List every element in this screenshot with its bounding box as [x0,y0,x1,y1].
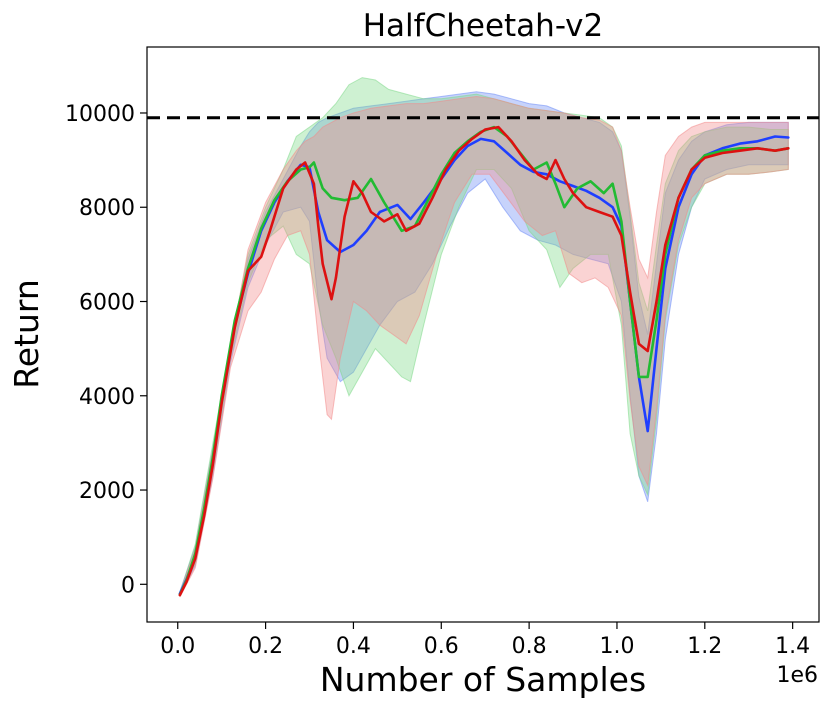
bands-layer [179,77,789,598]
plot-frame [146,46,820,623]
y-ticks: 0 2000 4000 6000 8000 10000 [65,102,147,598]
x-tick-label: 0.6 [424,634,459,659]
x-tick-label: 1.0 [599,634,634,659]
y-axis-label: Return [7,279,46,389]
y-tick-label: 4000 [79,385,135,410]
x-tick-label: 0.2 [248,634,283,659]
lines-layer [178,125,790,597]
y-tick-label: 10000 [65,102,135,127]
x-ticks: 0.0 0.2 0.4 0.6 0.8 1.0 1.2 1.4 [160,622,810,659]
x-tick-label: 0.4 [336,634,371,659]
x-axis-label: Number of Samples [320,660,646,699]
y-tick-label: 6000 [79,291,135,316]
x-offset-label: 1e6 [776,663,818,688]
series-line-red [178,125,790,597]
chart-title: HalfCheetah-v2 [363,8,604,44]
x-tick-label: 1.2 [687,634,722,659]
y-tick-label: 2000 [79,479,135,504]
band-red [179,95,789,598]
x-tick-label: 1.4 [775,634,810,659]
y-tick-label: 0 [121,573,135,598]
y-tick-label: 8000 [79,196,135,221]
x-tick-label: 0.8 [512,634,547,659]
x-tick-label: 0.0 [160,634,195,659]
